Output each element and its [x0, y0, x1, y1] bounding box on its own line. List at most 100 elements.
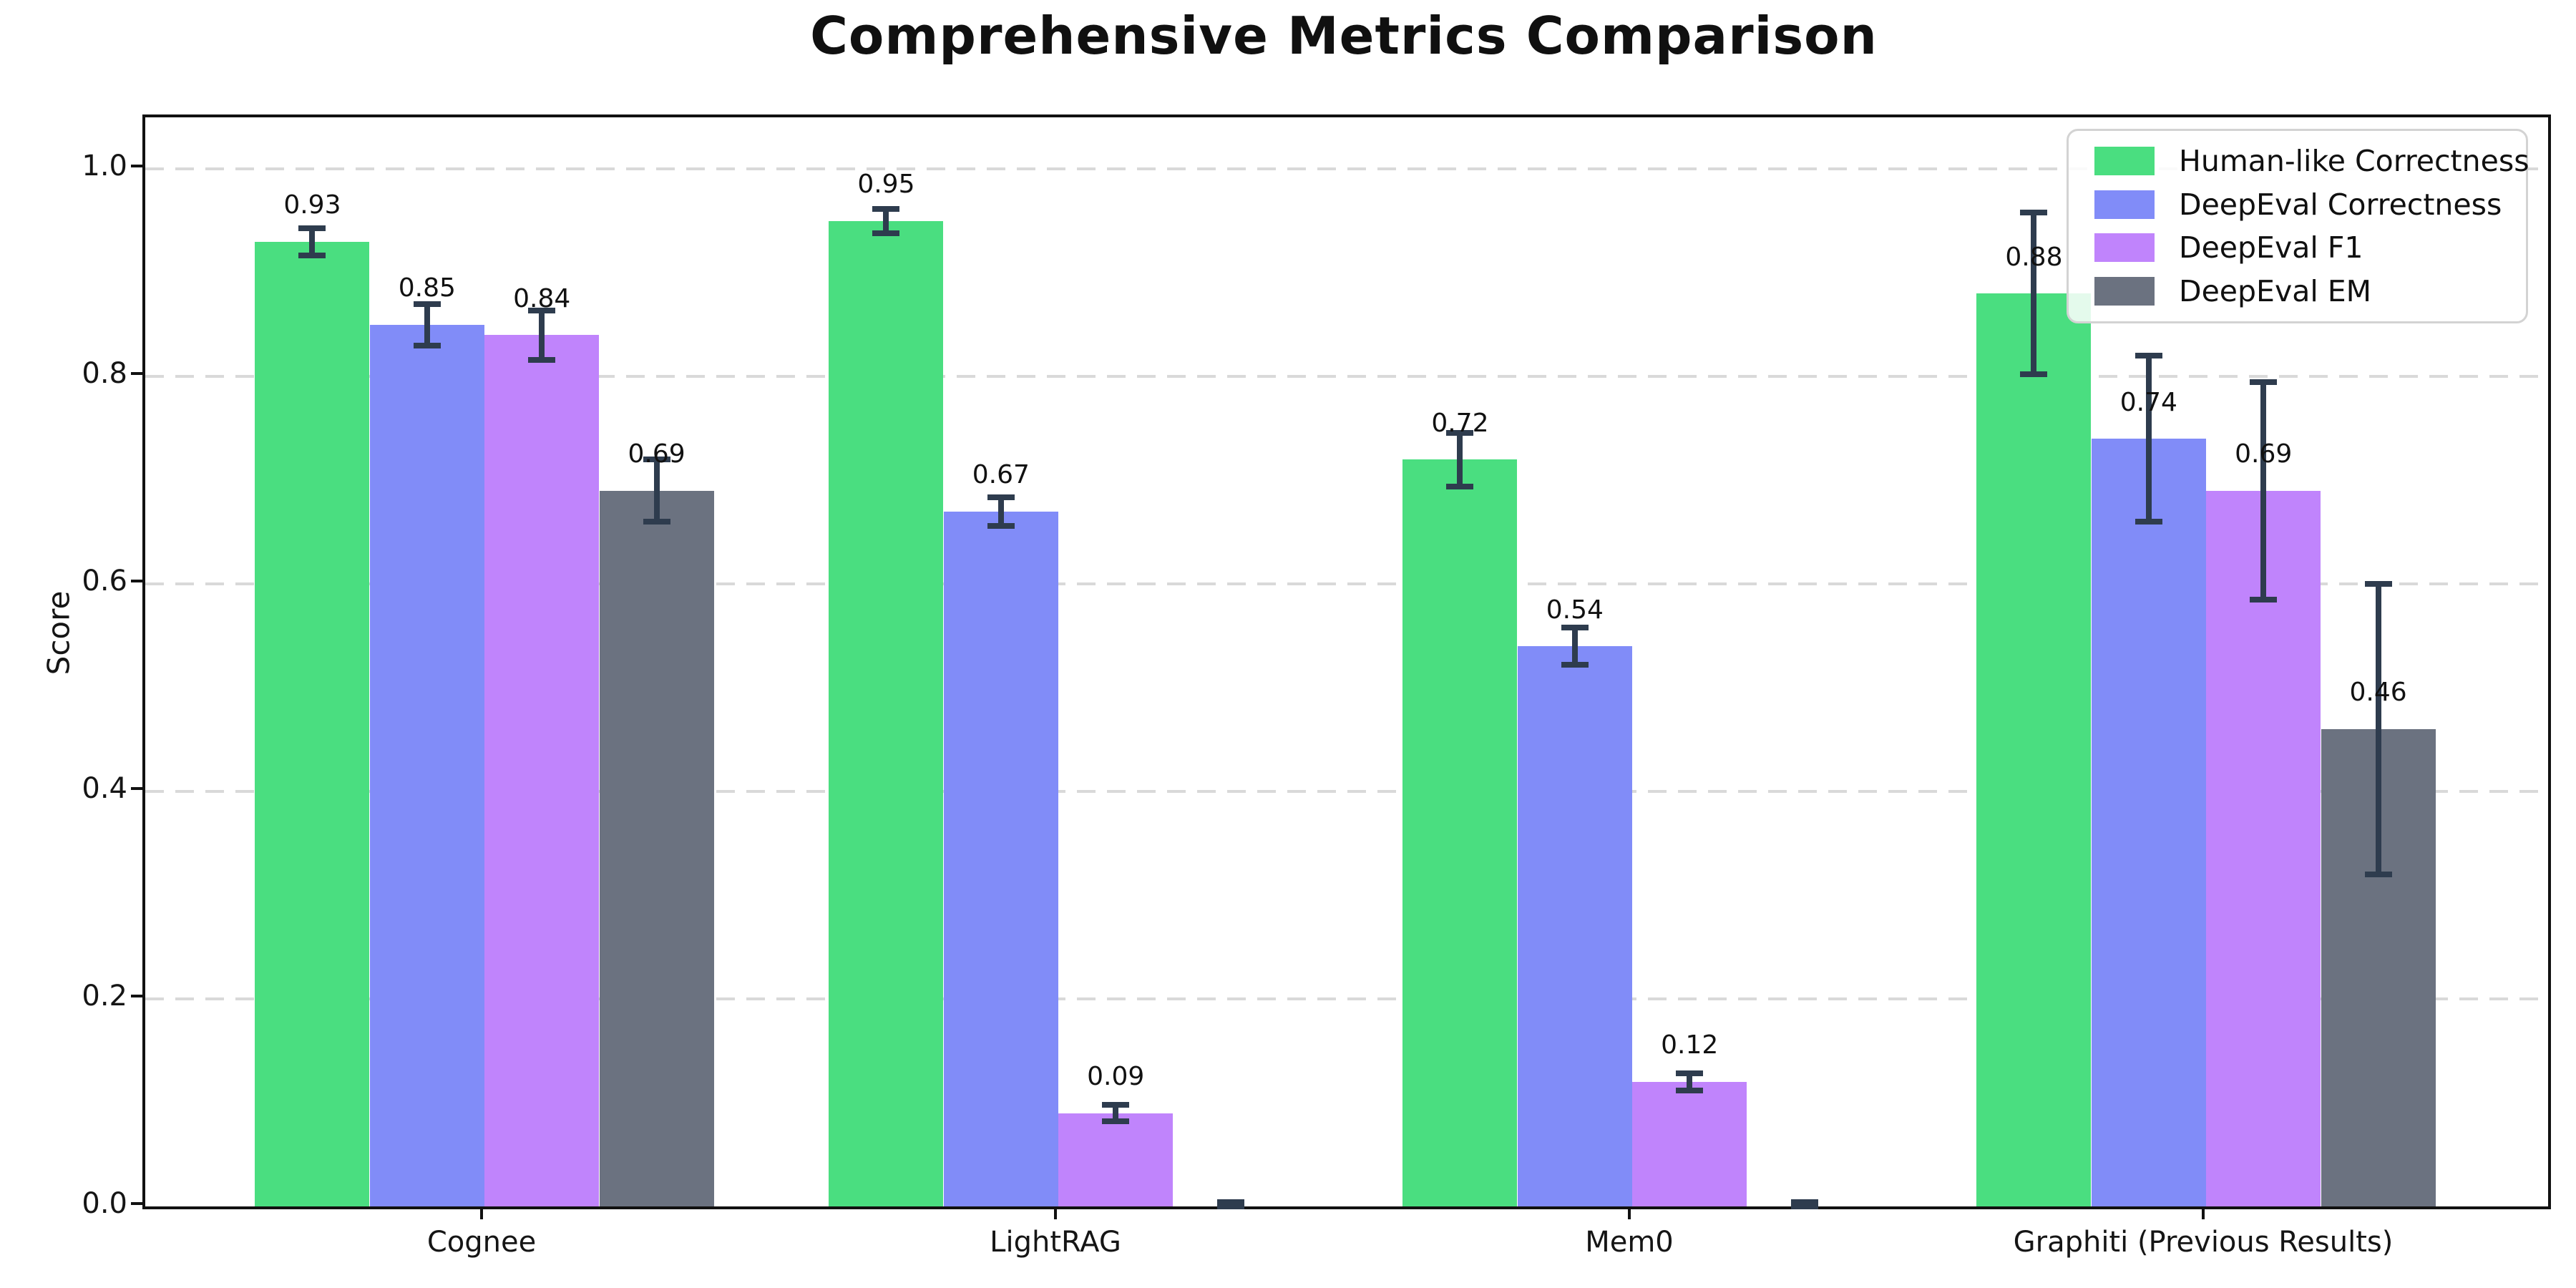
- y-tick-label: 0.0: [82, 1187, 127, 1220]
- error-bar-cap: [1102, 1118, 1130, 1125]
- y-tick-mark: [131, 1202, 142, 1205]
- error-bar-line: [2260, 381, 2267, 600]
- error-bar-line: [1113, 1104, 1119, 1122]
- value-label: 0.12: [1661, 1030, 1719, 1060]
- y-tick-mark: [131, 580, 142, 583]
- value-label: 0.72: [1431, 408, 1489, 438]
- value-label: 0.93: [283, 190, 341, 220]
- error-bar-cap: [987, 523, 1015, 530]
- error-bar-line: [997, 497, 1004, 527]
- error-bar-cap: [1102, 1101, 1130, 1108]
- legend-item: DeepEval EM: [2069, 274, 2526, 308]
- bar-deepeval-correctness-3: [2091, 439, 2206, 1206]
- error-bar-cap: [413, 301, 441, 307]
- error-bar-line: [539, 310, 545, 361]
- gridline: [145, 167, 2548, 171]
- error-bar-cap: [2020, 210, 2048, 216]
- error-bar-cap: [1446, 484, 1474, 490]
- gridline: [145, 582, 2548, 586]
- error-bar-cap: [872, 230, 900, 237]
- error-bar-cap: [2364, 872, 2392, 878]
- legend-swatch: [2094, 190, 2155, 219]
- gridline: [145, 790, 2548, 794]
- y-tick-label: 0.2: [82, 980, 127, 1013]
- error-bar-cap: [1676, 1087, 1704, 1093]
- x-tick-mark: [1628, 1206, 1631, 1219]
- bar-human-like-correctness-2: [1402, 459, 1518, 1206]
- error-bar-cap: [1216, 1204, 1244, 1209]
- error-bar-cap: [1790, 1199, 1818, 1206]
- x-tick-mark: [480, 1206, 483, 1219]
- bar-deepeval-f1-1: [1058, 1113, 1174, 1206]
- chart-title: Comprehensive Metrics Comparison: [810, 6, 1878, 66]
- bar-deepeval-correctness-2: [1517, 646, 1632, 1206]
- bar-human-like-correctness-1: [829, 220, 944, 1206]
- gridline: [145, 997, 2548, 1001]
- y-tick-label: 1.0: [82, 150, 127, 183]
- y-tick-mark: [131, 372, 142, 376]
- error-bar-cap: [643, 519, 670, 525]
- error-bar-cap: [1676, 1070, 1704, 1077]
- value-label: 0.88: [2005, 242, 2063, 272]
- y-tick-mark: [131, 995, 142, 998]
- legend-item: Human-like Correctness: [2069, 144, 2529, 179]
- error-bar-cap: [2020, 371, 2048, 378]
- x-tick-mark: [1054, 1206, 1057, 1219]
- y-tick-mark: [131, 165, 142, 168]
- error-bar-line: [883, 208, 889, 234]
- value-label: 0.69: [628, 439, 686, 469]
- error-bar-cap: [1446, 429, 1474, 436]
- error-bar-cap: [643, 457, 670, 463]
- legend-label: Human-like Correctness: [2179, 144, 2529, 179]
- value-label: 0.95: [857, 170, 915, 200]
- legend: Human-like Correctness DeepEval Correctne…: [2067, 129, 2529, 323]
- error-bar-line: [2145, 356, 2152, 522]
- y-tick-label: 0.6: [82, 565, 127, 598]
- bar-human-like-correctness-3: [1976, 293, 2092, 1206]
- value-label: 0.74: [2119, 387, 2177, 417]
- error-bar-line: [1687, 1073, 1693, 1091]
- error-bar-cap: [298, 252, 326, 258]
- error-bar-cap: [2364, 581, 2392, 587]
- value-label: 0.67: [972, 460, 1030, 490]
- error-bar-line: [653, 459, 660, 522]
- bar-human-like-correctness-0: [255, 241, 370, 1206]
- value-label: 0.69: [2235, 439, 2293, 469]
- legend-item: DeepEval F1: [2069, 230, 2526, 265]
- bar-deepeval-f1-0: [484, 335, 600, 1206]
- x-tick-label-2: Mem0: [1585, 1226, 1674, 1259]
- gridline: [145, 375, 2548, 379]
- y-tick-label: 0.4: [82, 772, 127, 806]
- x-tick-label-3: Graphiti (Previous Results): [2013, 1226, 2394, 1259]
- legend-swatch: [2094, 276, 2155, 306]
- error-bar-cap: [1790, 1204, 1818, 1209]
- error-bar-line: [2375, 584, 2381, 875]
- error-bar-cap: [528, 357, 556, 364]
- error-bar-line: [1571, 628, 1578, 665]
- value-label: 0.84: [513, 283, 571, 313]
- bar-deepeval-correctness-1: [943, 511, 1058, 1206]
- legend-swatch: [2094, 147, 2155, 176]
- error-bar-cap: [872, 205, 900, 212]
- y-tick-mark: [131, 787, 142, 791]
- legend-label: DeepEval Correctness: [2179, 187, 2502, 222]
- value-label: 0.46: [2349, 678, 2407, 708]
- x-tick-mark: [2202, 1206, 2205, 1219]
- x-tick-label-1: LightRAG: [990, 1226, 1121, 1259]
- error-bar-cap: [2135, 353, 2162, 359]
- error-bar-cap: [987, 494, 1015, 500]
- error-bar-cap: [413, 342, 441, 348]
- x-tick-label-0: Cognee: [426, 1226, 537, 1259]
- legend-swatch: [2094, 233, 2155, 263]
- error-bar-cap: [528, 307, 556, 313]
- bar-deepeval-f1-3: [2206, 490, 2321, 1206]
- bar-deepeval-f1-2: [1632, 1082, 1747, 1206]
- y-tick-label: 0.8: [82, 357, 127, 391]
- error-bar-cap: [2135, 519, 2162, 525]
- error-bar-cap: [298, 225, 326, 232]
- error-bar-cap: [1561, 625, 1589, 631]
- error-bar-cap: [1216, 1199, 1244, 1206]
- error-bar-cap: [1561, 662, 1589, 668]
- value-label: 0.54: [1546, 595, 1604, 625]
